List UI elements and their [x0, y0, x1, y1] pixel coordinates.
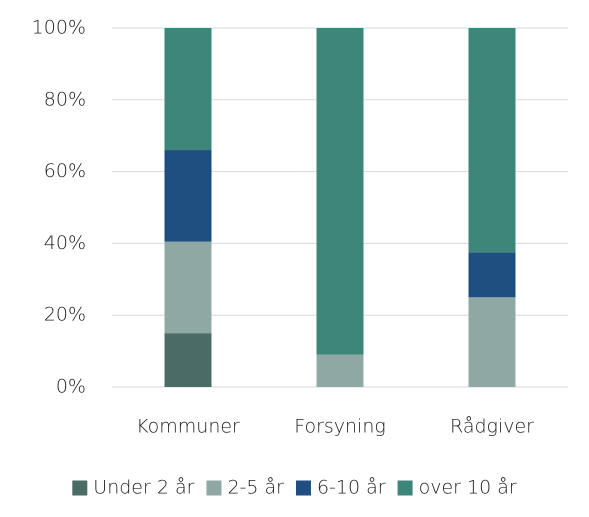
- legend-label: over 10 år: [419, 477, 517, 499]
- bar-segment: [316, 354, 364, 387]
- x-tick-label: Rådgiver: [450, 416, 534, 438]
- legend-swatch: [397, 480, 413, 496]
- y-tick-label: 20%: [44, 304, 86, 326]
- x-tick-label: Kommuner: [136, 416, 240, 438]
- bar-segment: [164, 333, 212, 387]
- legend-item: Under 2 år: [72, 477, 195, 499]
- y-tick-label: 80%: [44, 88, 86, 110]
- bar-segment: [316, 28, 364, 355]
- legend-item: over 10 år: [397, 477, 517, 499]
- bar-segment: [164, 150, 212, 242]
- x-tick-label: Forsyning: [294, 416, 386, 438]
- y-tick-label: 100%: [32, 17, 86, 39]
- bar-segment: [468, 297, 516, 387]
- bar-segment: [468, 28, 516, 253]
- bar-segment: [164, 28, 212, 151]
- legend-swatch: [72, 480, 88, 496]
- legend-label: 2-5 år: [227, 477, 284, 499]
- y-tick-label: 40%: [44, 232, 86, 254]
- legend-label: Under 2 år: [93, 477, 194, 499]
- bar-segment: [468, 252, 516, 298]
- legend-label: 6-10 år: [317, 477, 386, 499]
- legend-item: 6-10 år: [295, 477, 386, 499]
- legend-swatch: [206, 480, 222, 496]
- bar-segment: [164, 241, 212, 334]
- legend-item: 2-5 år: [206, 477, 284, 499]
- y-tick-label: 0%: [56, 376, 86, 398]
- y-tick-label: 60%: [44, 160, 86, 182]
- legend-swatch: [295, 480, 311, 496]
